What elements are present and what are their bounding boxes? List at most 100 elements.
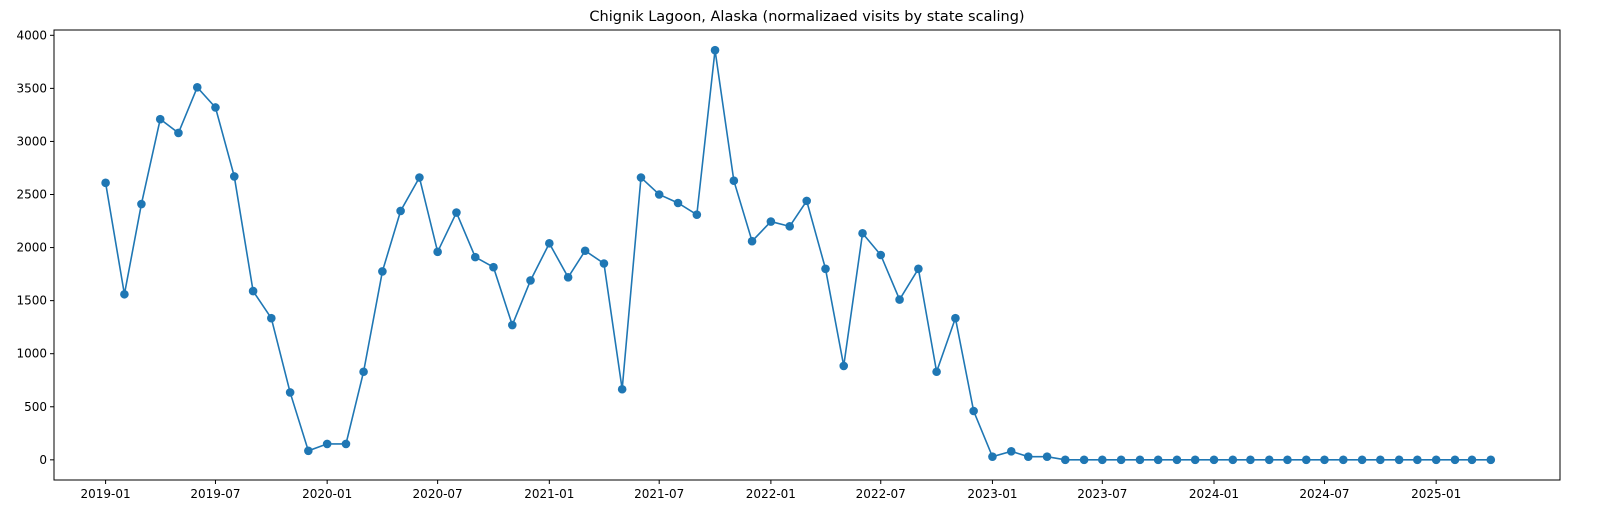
data-point: [1098, 455, 1107, 465]
data-point: [1450, 455, 1460, 465]
data-point: [821, 264, 830, 274]
data-point: [858, 228, 867, 238]
data-point: [766, 217, 776, 226]
data-point: [1042, 452, 1052, 461]
y-tick-label: 500: [24, 400, 47, 414]
x-tick-label: 2021-01: [524, 487, 574, 501]
data-point: [599, 259, 609, 268]
data-point: [229, 172, 239, 181]
y-tick-label: 0: [39, 453, 47, 467]
data-point: [692, 210, 702, 219]
x-tick-label: 2022-07: [856, 487, 906, 501]
data-point: [1394, 455, 1404, 465]
data-point: [120, 289, 129, 299]
data-point: [1264, 455, 1274, 465]
data-point: [1209, 455, 1219, 465]
data-point: [137, 199, 146, 209]
data-point: [710, 45, 720, 55]
data-point: [211, 103, 220, 112]
data-point: [470, 252, 480, 262]
data-point: [1357, 455, 1367, 465]
x-tick-label: 2019-07: [190, 487, 240, 501]
data-point: [1079, 455, 1089, 465]
data-point: [192, 83, 202, 92]
y-tick-label: 1500: [16, 294, 47, 308]
series-line: [104, 50, 1491, 461]
data-point: [415, 173, 424, 182]
data-point: [545, 239, 554, 248]
data-point: [1301, 455, 1311, 465]
data-point: [322, 439, 332, 449]
y-tick-label: 3500: [16, 81, 47, 95]
data-point: [1228, 455, 1238, 465]
data-point: [285, 388, 295, 397]
data-point: [1413, 455, 1422, 465]
data-point: [636, 173, 646, 182]
data-point: [1135, 455, 1145, 465]
x-tick-label: 2023-07: [1077, 487, 1127, 501]
data-point: [654, 190, 664, 199]
data-point: [839, 361, 849, 371]
data-point: [267, 313, 276, 323]
x-tick-label: 2025-01: [1411, 487, 1461, 501]
data-point: [932, 367, 941, 377]
x-tick-label: 2022-01: [746, 487, 796, 501]
data-point: [1320, 455, 1329, 465]
x-axis: 2019-01 2019-07 2020-01 2020-07 2021-01 2021-…: [81, 480, 1461, 501]
data-point: [802, 196, 811, 206]
y-tick-label: 2000: [16, 241, 47, 255]
data-point: [1023, 452, 1033, 461]
chart-title: Chignik Lagoon, Alaska (normalizaed visi…: [589, 9, 1024, 25]
data-point: [396, 206, 405, 216]
data-point: [747, 236, 757, 246]
data-point: [508, 320, 517, 330]
plot-area: [101, 45, 1496, 465]
data-point: [1467, 455, 1477, 465]
data-point: [101, 178, 110, 188]
data-point: [673, 198, 683, 208]
data-point: [1006, 447, 1016, 456]
data-point: [1486, 455, 1496, 465]
data-point: [580, 246, 590, 256]
data-point: [452, 208, 461, 217]
x-tick-label: 2020-01: [302, 487, 352, 501]
data-point: [617, 384, 627, 394]
data-point: [248, 286, 258, 296]
data-point: [341, 439, 351, 449]
data-point: [1376, 455, 1385, 465]
data-point: [914, 264, 923, 274]
x-tick-label: 2021-07: [634, 487, 684, 501]
y-tick-label: 1000: [16, 347, 47, 361]
data-point: [174, 128, 183, 138]
data-point: [489, 262, 498, 272]
data-point: [1283, 455, 1292, 465]
data-point: [1116, 455, 1126, 465]
data-point: [155, 114, 165, 124]
x-tick-label: 2023-01: [967, 487, 1017, 501]
x-tick-label: 2019-01: [81, 487, 131, 501]
data-point: [433, 247, 442, 257]
data-point: [988, 452, 997, 461]
x-tick-label: 2024-07: [1299, 487, 1349, 501]
data-point: [876, 250, 886, 260]
y-axis: 0 500 1000 1500 2000 2500 3000 3500 4000: [16, 28, 54, 467]
data-point: [729, 176, 739, 186]
data-point: [951, 313, 960, 323]
data-point: [1172, 455, 1182, 465]
plot-frame: [53, 29, 1561, 481]
data-point: [1339, 455, 1348, 465]
data-point: [1060, 455, 1070, 465]
data-point: [1431, 455, 1441, 465]
data-point: [1246, 455, 1255, 465]
data-point: [378, 267, 387, 276]
y-tick-label: 2500: [16, 188, 47, 202]
data-point: [563, 272, 573, 282]
y-tick-label: 4000: [16, 28, 47, 42]
data-point: [304, 446, 313, 456]
data-point: [1190, 455, 1200, 465]
data-point: [526, 276, 535, 285]
data-point: [785, 222, 794, 231]
data-point: [895, 295, 904, 304]
data-point: [1153, 455, 1163, 465]
